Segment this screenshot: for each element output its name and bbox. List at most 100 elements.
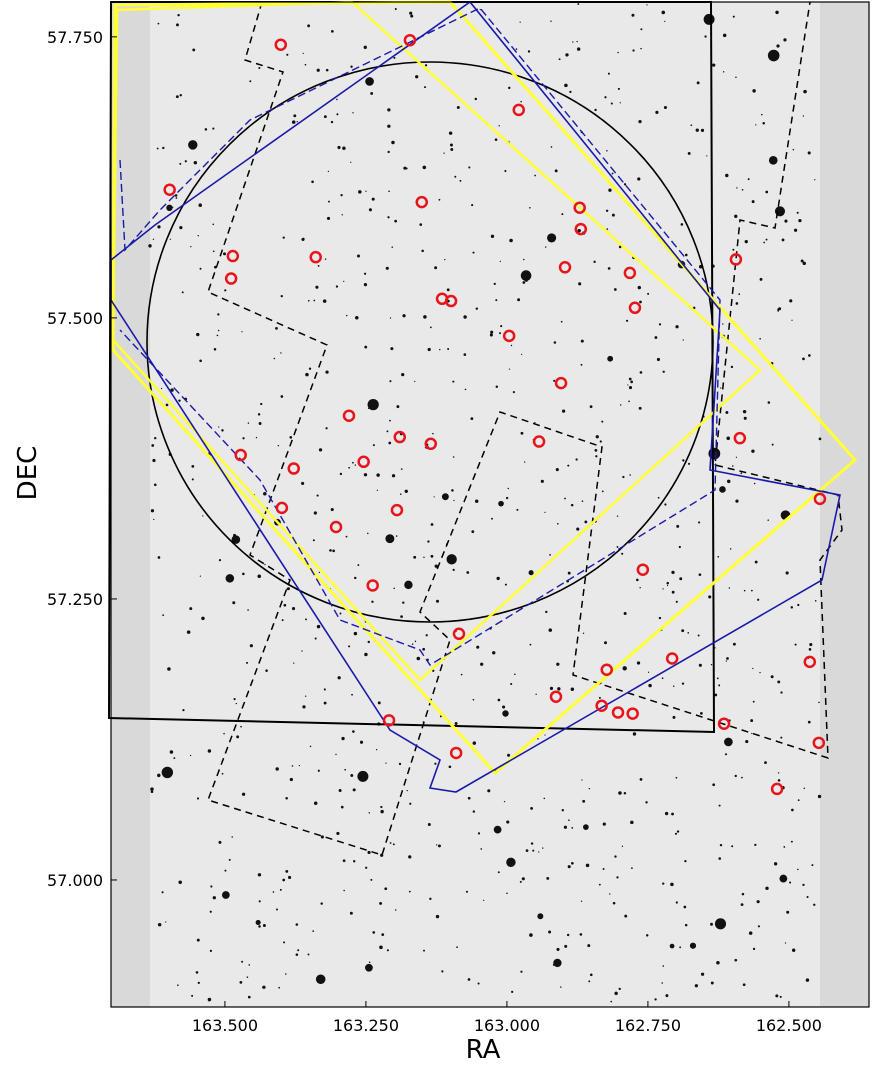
star [153,518,155,520]
star [232,601,236,605]
star [424,64,428,67]
star [803,89,807,94]
star [191,478,194,481]
star [534,421,536,424]
star [638,119,642,124]
star [648,683,652,688]
star [786,910,790,914]
star [520,970,523,973]
star [320,835,324,839]
star [662,882,665,885]
star [387,108,391,112]
star [285,869,289,873]
star [305,372,309,377]
star [719,843,723,847]
star [258,66,261,70]
star [563,825,568,829]
star [414,640,417,643]
star [768,156,778,165]
star [315,974,326,985]
star [499,332,501,335]
star [422,647,426,651]
star [429,326,432,329]
footprint-blue-dashed [119,7,721,666]
star [672,685,675,688]
star [616,545,619,548]
star [409,802,412,805]
star [560,986,562,988]
star [195,971,199,974]
star [423,949,425,952]
star [212,250,215,253]
source-marker [628,301,642,315]
star [522,281,526,284]
x-tick-label: 163.000 [474,1016,540,1035]
star [342,859,346,863]
star [625,319,629,322]
star [639,587,641,589]
star [558,58,561,61]
star [357,254,360,258]
star [722,33,727,38]
star [423,556,425,559]
star [278,986,281,989]
star [177,13,180,17]
star [580,339,584,343]
star [567,571,571,575]
star [483,899,485,901]
star [371,197,375,201]
star [806,895,809,899]
star [583,824,589,830]
star [510,344,513,347]
star [477,832,481,835]
star [798,219,802,223]
star [228,858,231,861]
star [628,385,633,390]
star [716,961,720,965]
star [632,732,637,736]
star [735,456,738,458]
star [443,152,445,154]
star [241,792,246,796]
star [658,323,662,326]
star [605,209,609,212]
star [350,161,352,163]
star [153,483,157,487]
star [387,150,390,154]
star [438,198,441,201]
star [645,934,649,937]
star [444,258,446,261]
star [684,253,688,257]
star [179,162,182,165]
star [611,213,615,217]
star [637,285,641,290]
star [296,120,298,123]
star [324,702,326,705]
star [380,809,384,814]
star [530,842,534,845]
star [161,891,164,894]
star [504,583,507,586]
star [222,891,230,899]
star [178,399,181,402]
star [725,660,728,662]
star [314,637,317,640]
star [376,473,380,477]
star [245,661,249,664]
star [474,499,479,503]
star [734,214,738,218]
star [675,600,678,603]
star [301,237,305,241]
star [777,308,780,311]
star [363,282,368,287]
star [754,843,757,847]
star [564,497,566,500]
star [684,923,688,927]
star [683,905,687,909]
star [408,890,411,893]
star [755,124,757,126]
star [666,584,669,587]
star [151,444,155,447]
star [754,560,758,564]
star [570,687,575,691]
